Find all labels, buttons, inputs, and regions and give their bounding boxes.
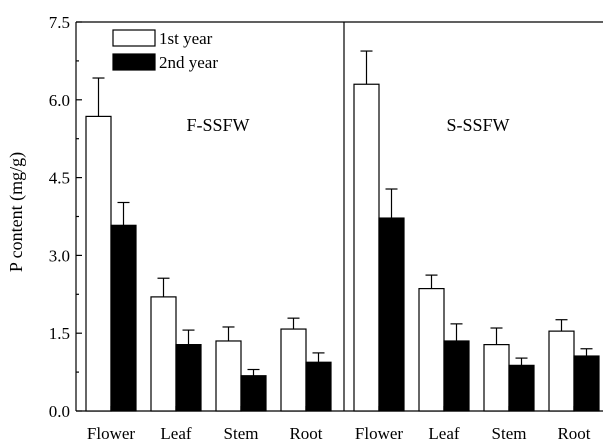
bar-2nd-year bbox=[378, 217, 405, 412]
y-tick-label: 1.5 bbox=[49, 324, 70, 343]
bar-2nd-year bbox=[573, 355, 600, 412]
bar-1st-year bbox=[150, 296, 177, 412]
bar-1st-year bbox=[215, 340, 242, 412]
x-tick-label: Root bbox=[557, 424, 590, 441]
y-axis-label: P content (mg/g) bbox=[6, 152, 27, 272]
x-tick-label: Leaf bbox=[160, 424, 191, 441]
x-tick-label: Flower bbox=[355, 424, 404, 441]
legend: 1st year 2nd year bbox=[112, 29, 218, 72]
x-tick-label: Stem bbox=[224, 424, 259, 441]
bar-1st-year bbox=[548, 330, 575, 412]
panel-label: S-SSFW bbox=[446, 115, 509, 135]
x-tick-label: Stem bbox=[492, 424, 527, 441]
bar-1st-year bbox=[280, 328, 307, 412]
bar-2nd-year bbox=[508, 364, 535, 412]
x-tick-label: Leaf bbox=[428, 424, 459, 441]
legend-label: 2nd year bbox=[159, 53, 218, 72]
y-tick-label: 3.0 bbox=[49, 246, 70, 265]
y-tick-label: 0.0 bbox=[49, 402, 70, 421]
bar-2nd-year bbox=[240, 375, 267, 412]
x-tick-label: Root bbox=[289, 424, 322, 441]
panel-label: F-SSFW bbox=[186, 115, 249, 135]
bar-2nd-year bbox=[443, 340, 470, 412]
bar-2nd-year bbox=[175, 344, 202, 412]
bar-1st-year bbox=[353, 83, 380, 412]
legend-swatch-2nd-year bbox=[112, 53, 156, 71]
x-axis: Flower Leaf Stem Root Flower Leaf Stem Root bbox=[87, 406, 591, 441]
bars: F-SSFW S-SSFW bbox=[85, 50, 600, 412]
bar-1st-year bbox=[85, 115, 112, 412]
y-tick-label: 7.5 bbox=[49, 13, 70, 32]
y-axis: 0.0 1.5 3.0 4.5 6.0 7.5 bbox=[49, 13, 82, 421]
bar-1st-year bbox=[483, 344, 510, 412]
legend-label: 1st year bbox=[159, 29, 213, 48]
legend-swatch-1st-year bbox=[112, 29, 156, 47]
bar-2nd-year bbox=[305, 361, 332, 412]
y-tick-label: 4.5 bbox=[49, 169, 70, 188]
bar-1st-year bbox=[418, 287, 445, 412]
y-tick-label: 6.0 bbox=[49, 91, 70, 110]
bar-2nd-year bbox=[110, 224, 137, 412]
x-tick-label: Flower bbox=[87, 424, 136, 441]
